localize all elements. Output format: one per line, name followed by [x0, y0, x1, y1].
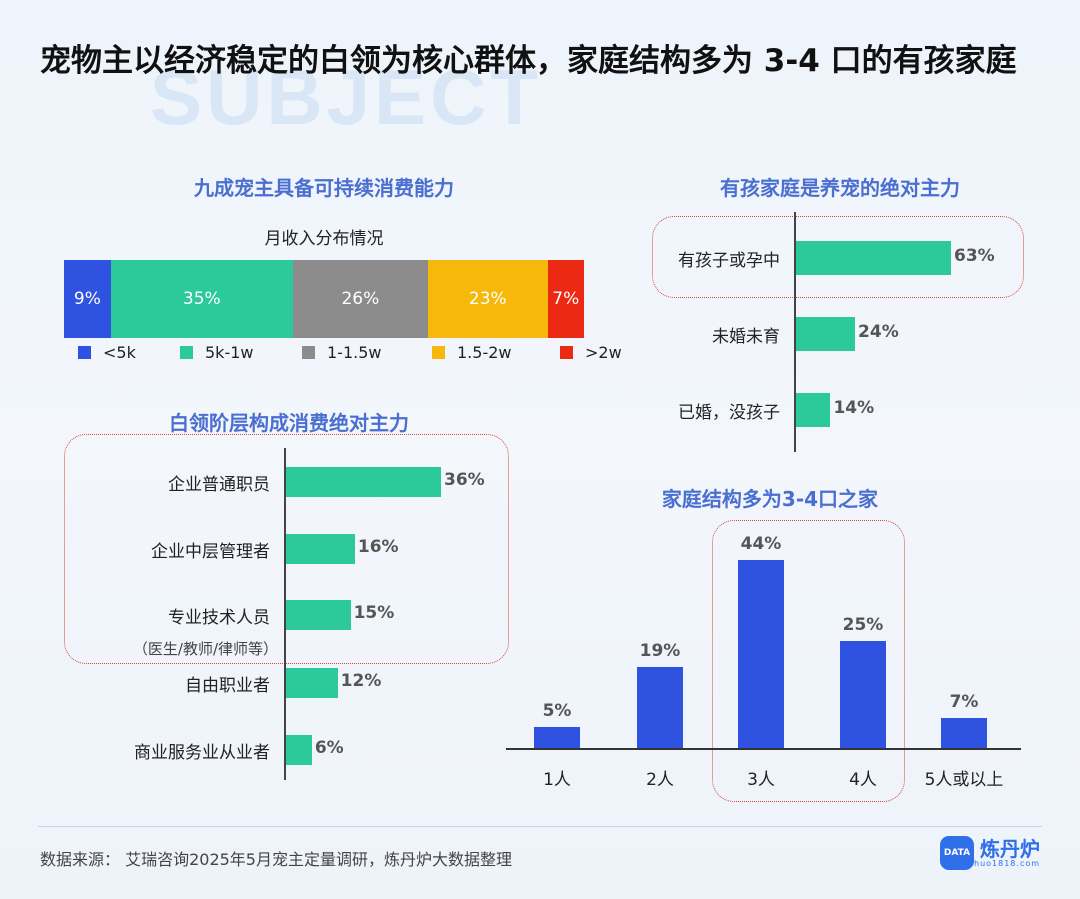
income-legend-item: 1.5-2w: [432, 343, 511, 362]
household-bar: [637, 666, 683, 748]
brand-logo: DATA 炼丹炉 huo1818.com: [940, 836, 1040, 870]
occupation-label: 企业中层管理者: [151, 542, 270, 562]
occupation-value: 36%: [444, 470, 485, 490]
legend-swatch: [302, 346, 315, 359]
legend-swatch: [432, 346, 445, 359]
occupation-label: 企业普通职员: [168, 475, 270, 495]
income-segment: 35%: [110, 260, 293, 338]
household-category: 1人: [543, 770, 571, 790]
household-value: 19%: [639, 640, 681, 661]
kids-label: 已婚，没孩子: [678, 403, 780, 423]
income-legend-item: <5k: [78, 343, 136, 362]
household-highlight-box: [712, 520, 905, 802]
background-watermark-text: SUBJECT: [150, 53, 543, 141]
logo-url: huo1818.com: [974, 858, 1041, 868]
occupation-bar: [286, 467, 441, 497]
occupation-bar: [286, 534, 355, 564]
occupation-value: 15%: [353, 603, 395, 623]
income-segment: 23%: [428, 260, 548, 338]
occupation-category-note: （医生/教师/律师等）: [132, 640, 278, 658]
data-source: 数据来源： 艾瑞咨询2025年5月宠主定量调研，炼丹炉大数据整理: [40, 850, 512, 869]
occupation-value: 12%: [340, 671, 382, 691]
kids-axis: [794, 212, 796, 452]
occupation-chart-title: 白领阶层构成消费绝对主力: [169, 411, 409, 435]
kids-label: 有孩子或孕中: [678, 251, 780, 271]
income-chart-title: 九成宠主具备可持续消费能力: [194, 176, 454, 200]
legend-swatch: [180, 346, 193, 359]
occupation-bar: [286, 668, 338, 698]
income-legend-item: 1-1.5w: [302, 343, 381, 362]
household-baseline: [506, 748, 1021, 750]
occupation-value: 6%: [314, 738, 344, 758]
legend-swatch: [78, 346, 91, 359]
kids-label: 未婚未育: [712, 327, 780, 347]
kids-value: 63%: [954, 246, 995, 266]
page-title: 宠物主以经济稳定的白领为核心群体，家庭结构多为 3-4 口的有孩家庭: [40, 43, 1017, 79]
income-segment: 9%: [64, 260, 111, 338]
income-legend-item: 5k-1w: [180, 343, 253, 362]
household-category: 3人: [747, 770, 775, 790]
occupation-label: 商业服务业从业者: [134, 743, 270, 763]
kids-chart-title: 有孩家庭是养宠的绝对主力: [720, 176, 960, 200]
logo-text: 炼丹炉: [980, 836, 1040, 861]
kids-bar: [796, 241, 951, 275]
occupation-bar: [286, 735, 312, 765]
kids-bar: [796, 393, 831, 427]
household-bar: [941, 718, 987, 748]
household-category: 5人或以上: [924, 770, 1004, 790]
household-value: 25%: [842, 615, 884, 636]
kids-value: 24%: [858, 322, 899, 342]
legend-swatch: [560, 346, 573, 359]
legend-label: 1.5-2w: [457, 343, 512, 362]
household-value: 44%: [740, 534, 782, 554]
household-bar: [738, 560, 784, 748]
footer-divider: [38, 826, 1042, 827]
legend-label: 1-1.5w: [327, 343, 382, 362]
income-segment: 26%: [292, 260, 428, 338]
occupation-value: 16%: [357, 537, 399, 557]
household-value: 7%: [949, 692, 979, 713]
occupation-axis: [284, 448, 286, 780]
legend-label: <5k: [103, 343, 136, 362]
household-bar: [534, 726, 580, 748]
household-chart-title: 家庭结构多为3-4口之家: [661, 487, 879, 511]
income-segment: 7%: [547, 260, 584, 338]
occupation-bar: [286, 600, 351, 630]
legend-label: >2w: [585, 343, 622, 362]
income-legend-item: >2w: [560, 343, 622, 362]
income-chart-subtitle: 月收入分布情况: [264, 229, 384, 249]
logo-badge-icon: DATA: [940, 836, 974, 870]
kids-highlight-box: [652, 216, 1024, 298]
legend-label: 5k-1w: [205, 343, 254, 362]
household-category: 2人: [646, 770, 674, 790]
household-value: 5%: [542, 700, 572, 721]
occupation-highlight-box: [64, 434, 509, 664]
household-bar: [840, 641, 886, 748]
occupation-label: 专业技术人员: [168, 608, 270, 628]
kids-value: 14%: [833, 398, 875, 418]
occupation-label: 自由职业者: [185, 676, 270, 696]
household-category: 4人: [849, 770, 877, 790]
kids-bar: [796, 317, 856, 351]
